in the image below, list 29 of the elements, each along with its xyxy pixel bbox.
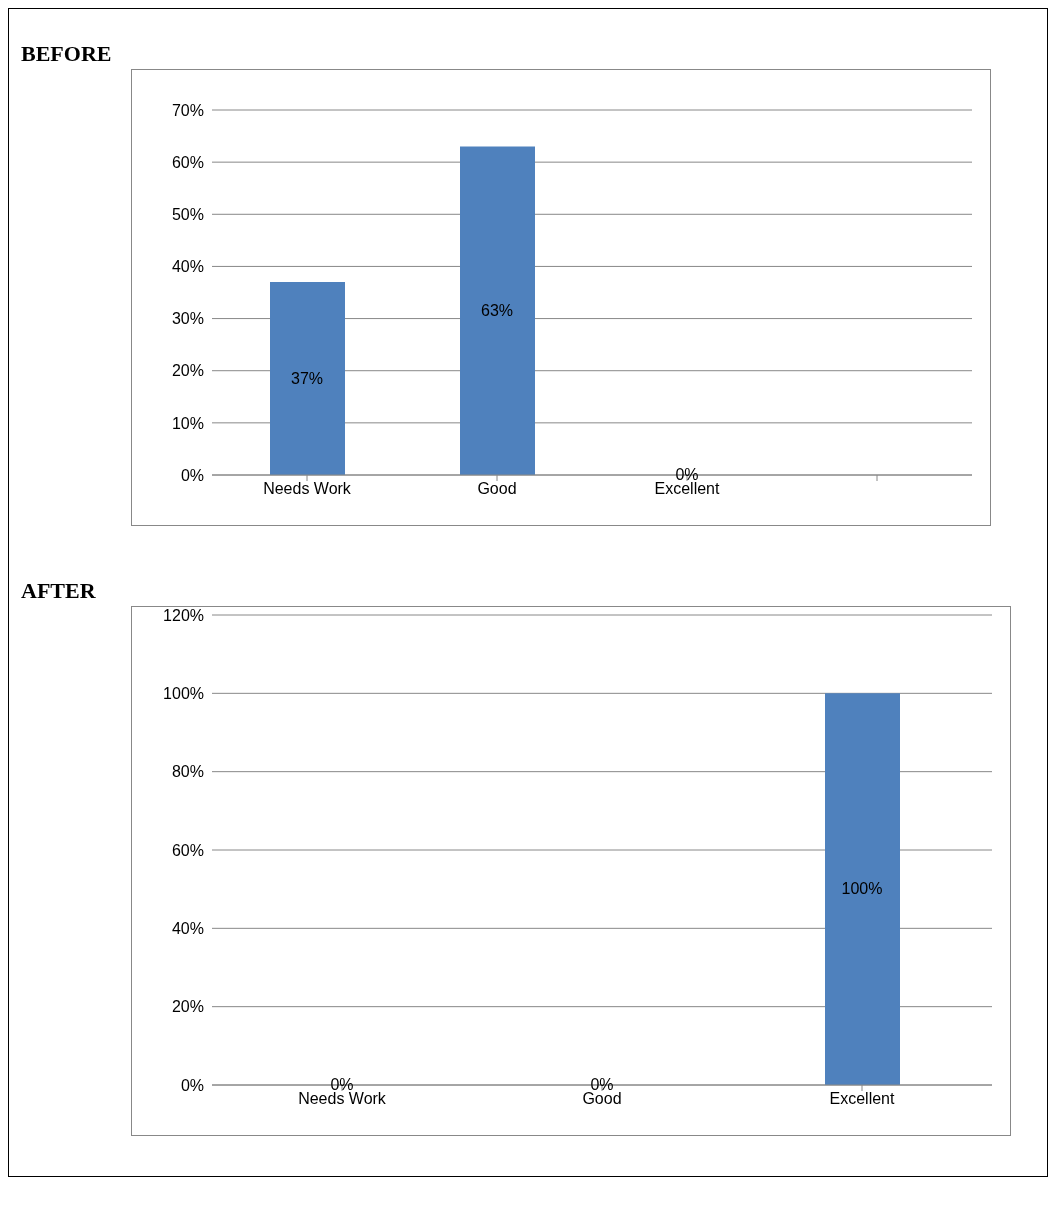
- y-tick-label: 40%: [171, 258, 204, 276]
- y-tick-label: 120%: [163, 606, 204, 624]
- y-tick-label: 70%: [171, 101, 204, 119]
- chart-title: BEFORE: [21, 41, 112, 67]
- x-tick-label: Needs Work: [263, 480, 352, 498]
- data-label: 0%: [590, 1076, 614, 1093]
- y-tick-label: 0%: [180, 466, 204, 484]
- y-tick-label: 40%: [171, 920, 204, 938]
- y-tick-label: 0%: [180, 1076, 204, 1094]
- y-tick-label: 60%: [171, 841, 204, 859]
- y-tick-label: 10%: [171, 414, 204, 432]
- x-tick-label: Excellent: [829, 1090, 896, 1108]
- data-label: 63%: [480, 301, 514, 319]
- y-tick-label: 100%: [163, 685, 204, 703]
- x-tick-label: Good: [582, 1090, 622, 1108]
- data-label: 0%: [675, 466, 699, 483]
- data-label: 100%: [841, 880, 883, 898]
- x-tick-label: Good: [477, 480, 517, 498]
- y-tick-label: 20%: [171, 362, 204, 380]
- data-label: 37%: [290, 369, 324, 387]
- y-tick-label: 20%: [171, 998, 204, 1016]
- data-label: 0%: [330, 1076, 354, 1093]
- chart-title: AFTER: [21, 578, 96, 604]
- x-tick-label: Excellent: [654, 480, 721, 498]
- y-tick-label: 60%: [171, 153, 204, 171]
- y-tick-label: 80%: [171, 763, 204, 781]
- y-tick-label: 30%: [171, 310, 204, 328]
- x-tick-label: Needs Work: [298, 1090, 387, 1108]
- y-tick-label: 50%: [171, 205, 204, 223]
